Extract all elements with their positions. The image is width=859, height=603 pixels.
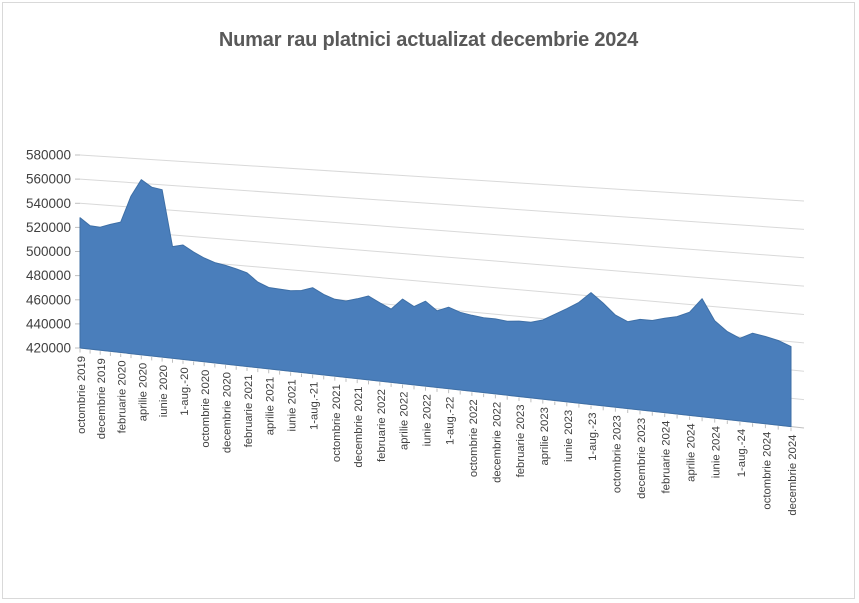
x-axis-label: octombrie 2019 — [76, 356, 88, 434]
x-axis-label: aprilie 2024 — [686, 423, 698, 481]
x-axis-label: 1-aug.-20 — [179, 367, 191, 415]
y-axis-label: 460000 — [26, 292, 71, 307]
chart-title: Numar rau platnici actualizat decembrie … — [218, 29, 639, 51]
x-axis-label: decembrie 2022 — [491, 402, 503, 483]
x-axis-label: iunie 2024 — [711, 426, 723, 478]
x-axis-label: decembrie 2023 — [636, 418, 648, 499]
gridline — [79, 226, 805, 287]
y-axis-label: 520000 — [26, 220, 71, 235]
x-axis-label: octombrie 2022 — [468, 399, 480, 477]
y-axis-label: 480000 — [26, 268, 71, 283]
x-axis-label: iunie 2022 — [422, 394, 434, 446]
gridline — [79, 202, 805, 259]
y-axis-label: 580000 — [26, 148, 71, 163]
x-axis-label: 1-aug.-21 — [309, 382, 321, 430]
gridline — [79, 154, 805, 202]
x-axis-label: februarie 2020 — [117, 361, 129, 434]
x-axis-label: decembrie 2020 — [222, 372, 234, 453]
y-axis-label: 500000 — [26, 244, 71, 259]
x-axis-label: decembrie 2024 — [787, 435, 799, 516]
x-axis-label: octombrie 2020 — [200, 370, 212, 448]
y-axis-label: 440000 — [26, 316, 71, 331]
x-axis-label: aprilie 2020 — [137, 363, 149, 421]
gridline — [79, 178, 805, 230]
x-axis-label: aprilie 2021 — [265, 377, 277, 435]
x-axis-label: februarie 2022 — [376, 389, 388, 462]
y-axis-label: 540000 — [26, 196, 71, 211]
area-series — [79, 179, 792, 428]
x-axis-label: 1-aug.-24 — [736, 429, 748, 477]
x-axis-label: aprilie 2023 — [539, 407, 551, 465]
x-axis-label: 1-aug.-22 — [445, 397, 457, 445]
x-axis-label: decembrie 2019 — [96, 358, 108, 439]
x-axis-label: februarie 2021 — [243, 375, 255, 448]
x-axis-label: 1-aug.-23 — [587, 413, 599, 461]
x-axis-label: octombrie 2021 — [331, 384, 343, 462]
x-axis-label: aprilie 2022 — [399, 392, 411, 450]
x-axis-label: iunie 2021 — [287, 379, 299, 431]
x-axis-label: octombrie 2024 — [761, 432, 773, 510]
x-axis-label: octombrie 2023 — [611, 415, 623, 493]
x-axis-label: decembrie 2021 — [353, 387, 365, 468]
y-axis-label: 420000 — [26, 341, 71, 356]
x-axis-label: iunie 2023 — [563, 410, 575, 462]
x-axis-label: februarie 2023 — [515, 405, 527, 478]
y-axis-label: 560000 — [26, 172, 71, 187]
x-axis-label: februarie 2024 — [661, 421, 673, 494]
x-axis-label: iunie 2020 — [158, 365, 170, 417]
